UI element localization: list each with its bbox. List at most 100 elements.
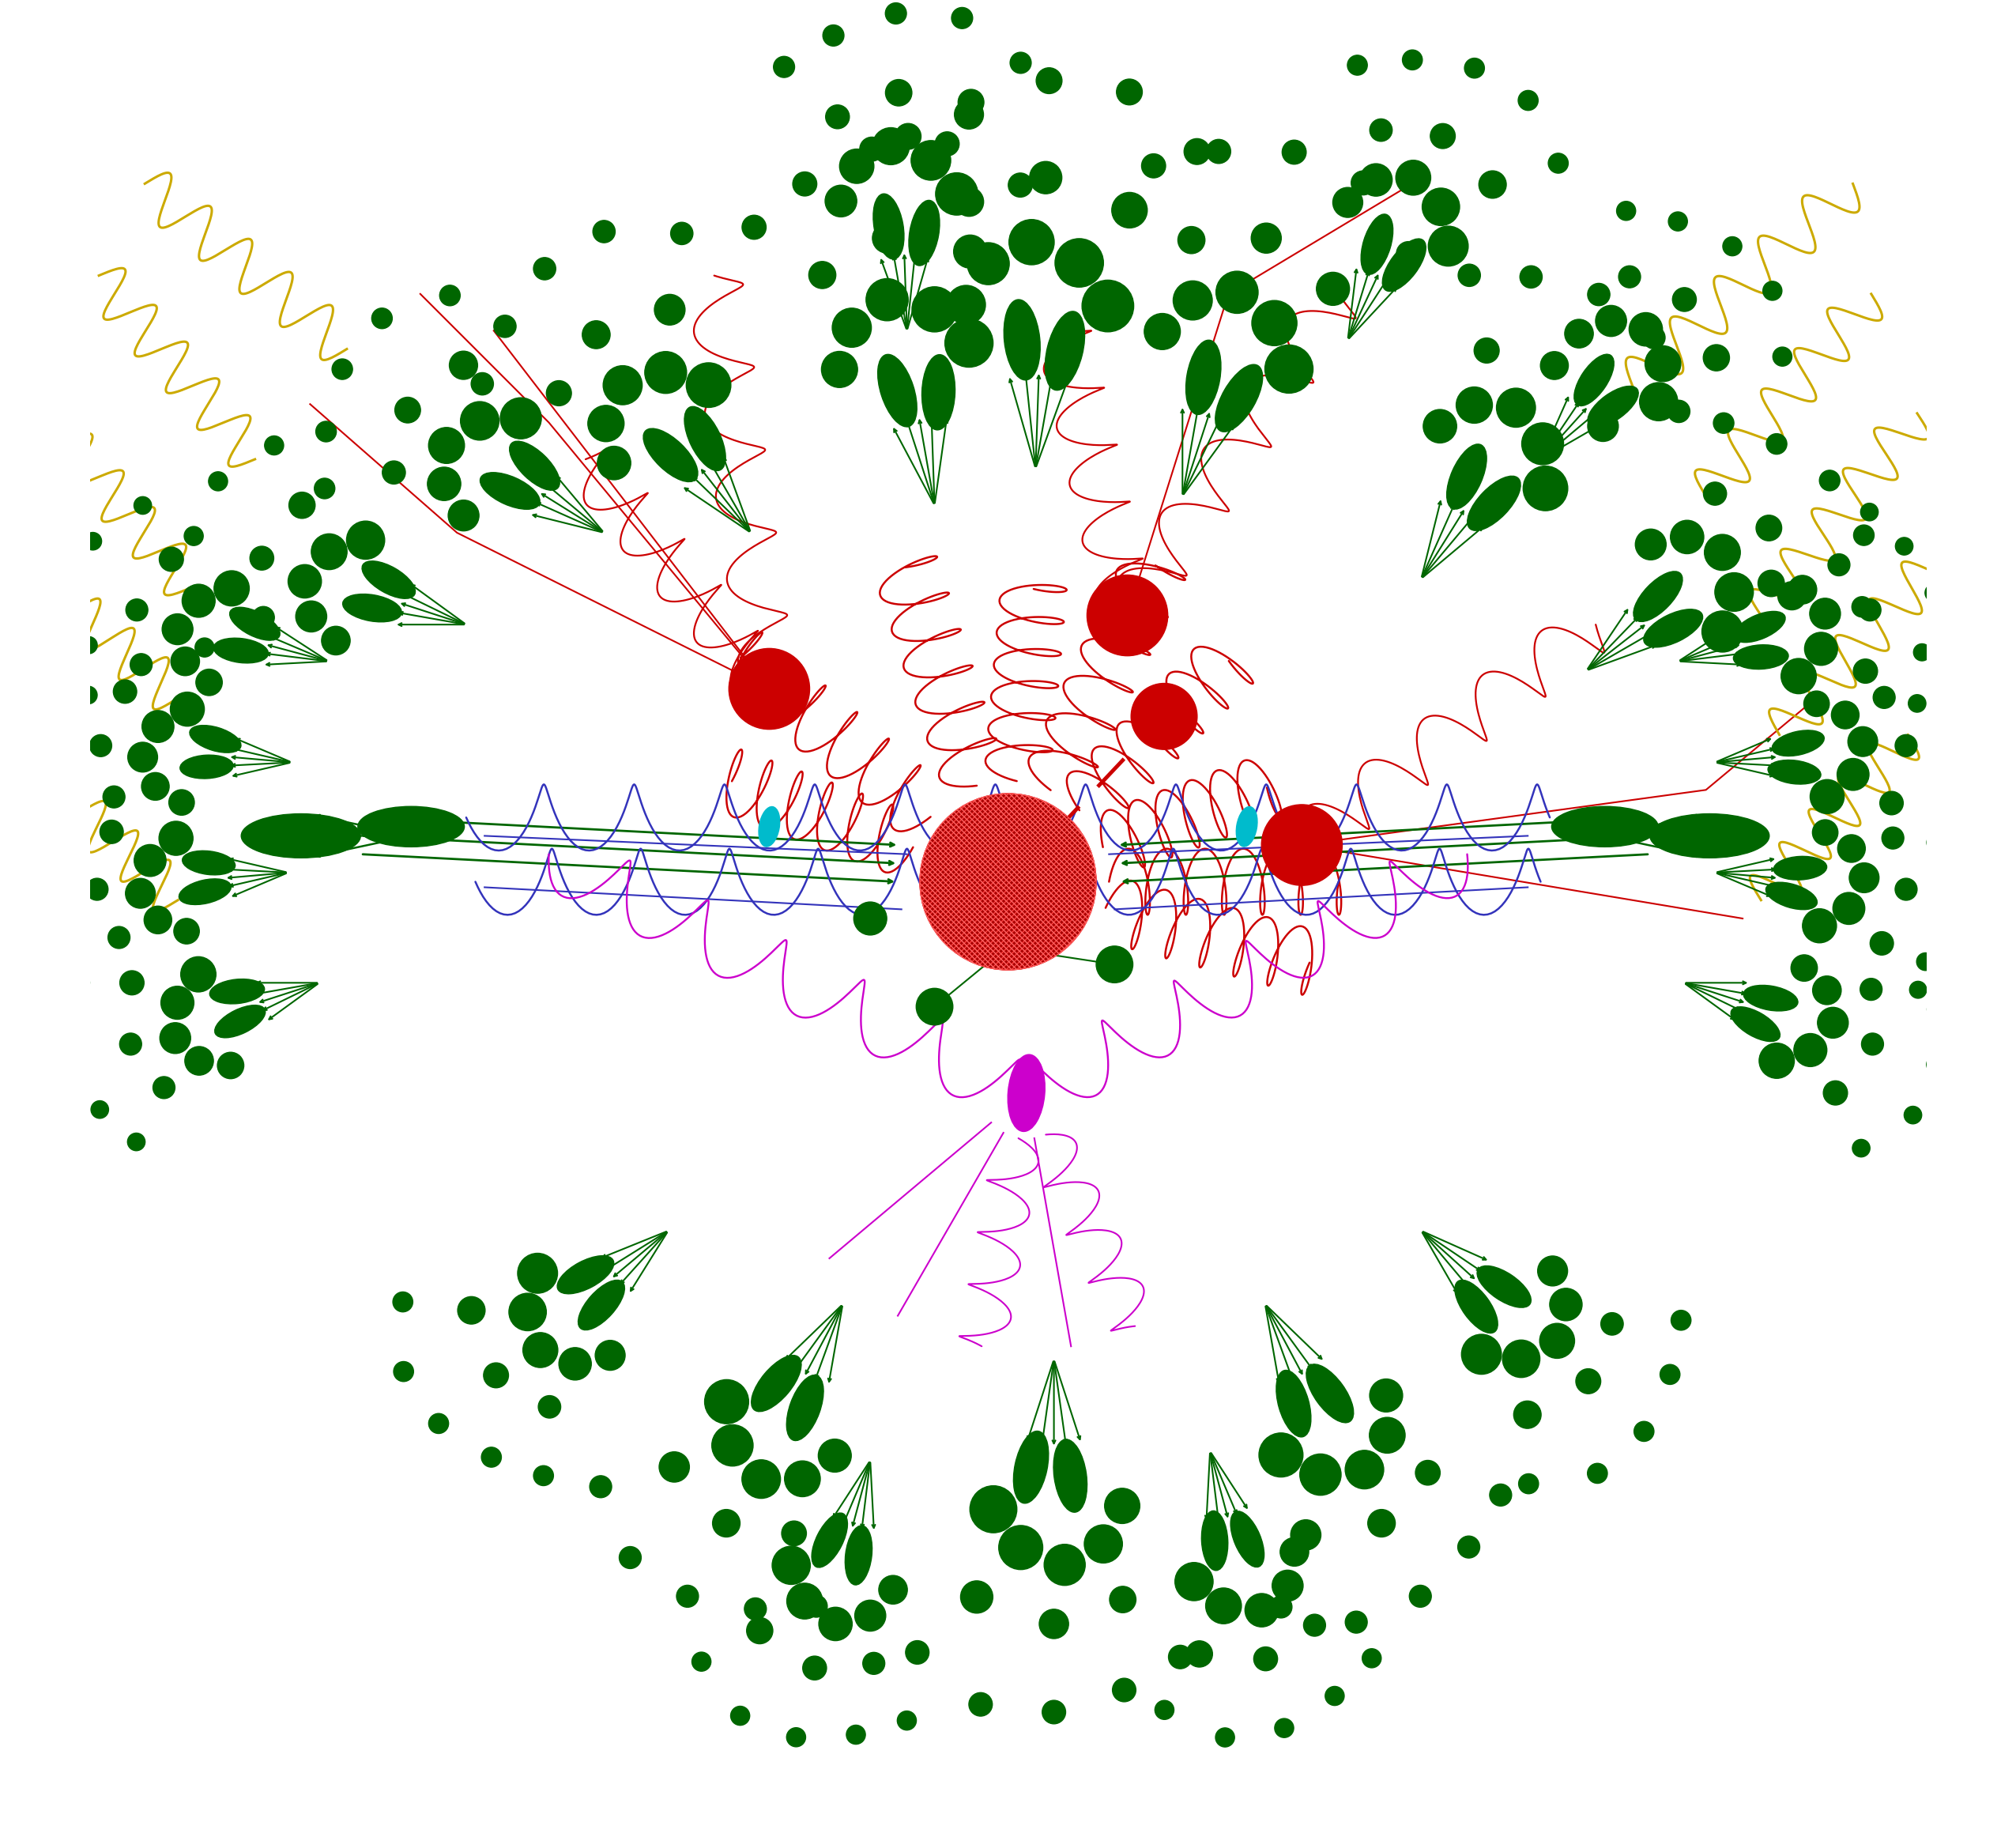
Circle shape bbox=[1671, 520, 1704, 553]
Ellipse shape bbox=[786, 1376, 823, 1440]
Circle shape bbox=[1421, 187, 1460, 226]
Ellipse shape bbox=[179, 755, 234, 779]
Circle shape bbox=[792, 173, 816, 197]
Circle shape bbox=[288, 564, 321, 599]
Circle shape bbox=[101, 819, 123, 843]
Circle shape bbox=[1169, 1646, 1191, 1668]
Circle shape bbox=[534, 1466, 554, 1486]
Circle shape bbox=[439, 285, 460, 305]
Circle shape bbox=[321, 626, 351, 656]
Circle shape bbox=[317, 421, 337, 443]
Circle shape bbox=[81, 637, 97, 654]
Circle shape bbox=[264, 435, 284, 456]
Circle shape bbox=[1812, 975, 1841, 1005]
Circle shape bbox=[1895, 735, 1917, 757]
Ellipse shape bbox=[579, 1280, 625, 1330]
Circle shape bbox=[1345, 1451, 1383, 1490]
Circle shape bbox=[1008, 219, 1054, 265]
Circle shape bbox=[998, 1525, 1042, 1569]
Circle shape bbox=[1282, 140, 1306, 163]
Circle shape bbox=[1270, 1596, 1292, 1618]
Circle shape bbox=[1252, 301, 1296, 345]
Circle shape bbox=[948, 285, 986, 323]
Circle shape bbox=[1456, 388, 1492, 423]
Circle shape bbox=[1105, 1488, 1139, 1523]
Circle shape bbox=[915, 988, 954, 1025]
Circle shape bbox=[954, 187, 984, 217]
Circle shape bbox=[494, 316, 516, 338]
Ellipse shape bbox=[1574, 355, 1615, 406]
Circle shape bbox=[1639, 382, 1677, 421]
Ellipse shape bbox=[210, 979, 264, 1003]
Circle shape bbox=[1810, 599, 1841, 628]
Circle shape bbox=[28, 731, 46, 749]
Circle shape bbox=[87, 878, 109, 900]
Circle shape bbox=[1587, 283, 1611, 305]
Circle shape bbox=[804, 1595, 827, 1617]
Circle shape bbox=[171, 647, 200, 676]
Circle shape bbox=[534, 257, 556, 279]
Circle shape bbox=[109, 926, 129, 948]
Circle shape bbox=[1216, 272, 1258, 314]
Circle shape bbox=[1927, 1056, 1943, 1073]
Ellipse shape bbox=[1734, 612, 1786, 643]
Circle shape bbox=[1272, 1571, 1302, 1602]
Circle shape bbox=[127, 742, 157, 772]
Circle shape bbox=[1274, 1718, 1294, 1738]
Circle shape bbox=[1595, 305, 1627, 336]
Circle shape bbox=[58, 1056, 77, 1073]
Circle shape bbox=[85, 533, 101, 549]
Circle shape bbox=[1524, 467, 1568, 511]
Ellipse shape bbox=[758, 806, 780, 847]
Circle shape bbox=[1788, 575, 1816, 604]
Circle shape bbox=[1903, 1106, 1921, 1124]
Circle shape bbox=[1895, 538, 1913, 555]
Circle shape bbox=[60, 827, 77, 843]
Circle shape bbox=[744, 1598, 766, 1620]
Ellipse shape bbox=[1744, 985, 1798, 1010]
Circle shape bbox=[1861, 1032, 1883, 1054]
Circle shape bbox=[1962, 885, 1978, 904]
Circle shape bbox=[1818, 1007, 1849, 1038]
Circle shape bbox=[911, 287, 958, 332]
Circle shape bbox=[1502, 1339, 1540, 1378]
Ellipse shape bbox=[1306, 1365, 1353, 1422]
Circle shape bbox=[1369, 119, 1393, 141]
Circle shape bbox=[1859, 599, 1881, 621]
Circle shape bbox=[538, 1396, 560, 1418]
Circle shape bbox=[1458, 1536, 1480, 1558]
Circle shape bbox=[214, 571, 250, 606]
Circle shape bbox=[296, 601, 327, 632]
Ellipse shape bbox=[1014, 1431, 1048, 1503]
Circle shape bbox=[1790, 955, 1816, 981]
Circle shape bbox=[1831, 702, 1859, 729]
Circle shape bbox=[1724, 237, 1742, 255]
Ellipse shape bbox=[179, 878, 232, 904]
Ellipse shape bbox=[1649, 814, 1770, 858]
Circle shape bbox=[895, 123, 921, 149]
Circle shape bbox=[1464, 59, 1484, 79]
Circle shape bbox=[458, 1297, 486, 1324]
Circle shape bbox=[818, 1607, 853, 1640]
Circle shape bbox=[48, 1001, 65, 1020]
Circle shape bbox=[1111, 193, 1147, 228]
Circle shape bbox=[1333, 187, 1363, 217]
Ellipse shape bbox=[1468, 476, 1520, 531]
Circle shape bbox=[1577, 1369, 1601, 1394]
Circle shape bbox=[1540, 1323, 1574, 1358]
Circle shape bbox=[1716, 573, 1754, 612]
Circle shape bbox=[159, 1023, 192, 1054]
Circle shape bbox=[1316, 272, 1349, 305]
Circle shape bbox=[1804, 691, 1829, 716]
Ellipse shape bbox=[1044, 310, 1085, 389]
Ellipse shape bbox=[1768, 761, 1820, 784]
Circle shape bbox=[784, 1460, 821, 1497]
Circle shape bbox=[671, 222, 694, 244]
Circle shape bbox=[1131, 683, 1198, 749]
Circle shape bbox=[1704, 345, 1730, 371]
Circle shape bbox=[1462, 1334, 1502, 1374]
Circle shape bbox=[1415, 1460, 1439, 1484]
Circle shape bbox=[1522, 423, 1564, 465]
Circle shape bbox=[712, 1426, 754, 1466]
Circle shape bbox=[1881, 827, 1903, 849]
